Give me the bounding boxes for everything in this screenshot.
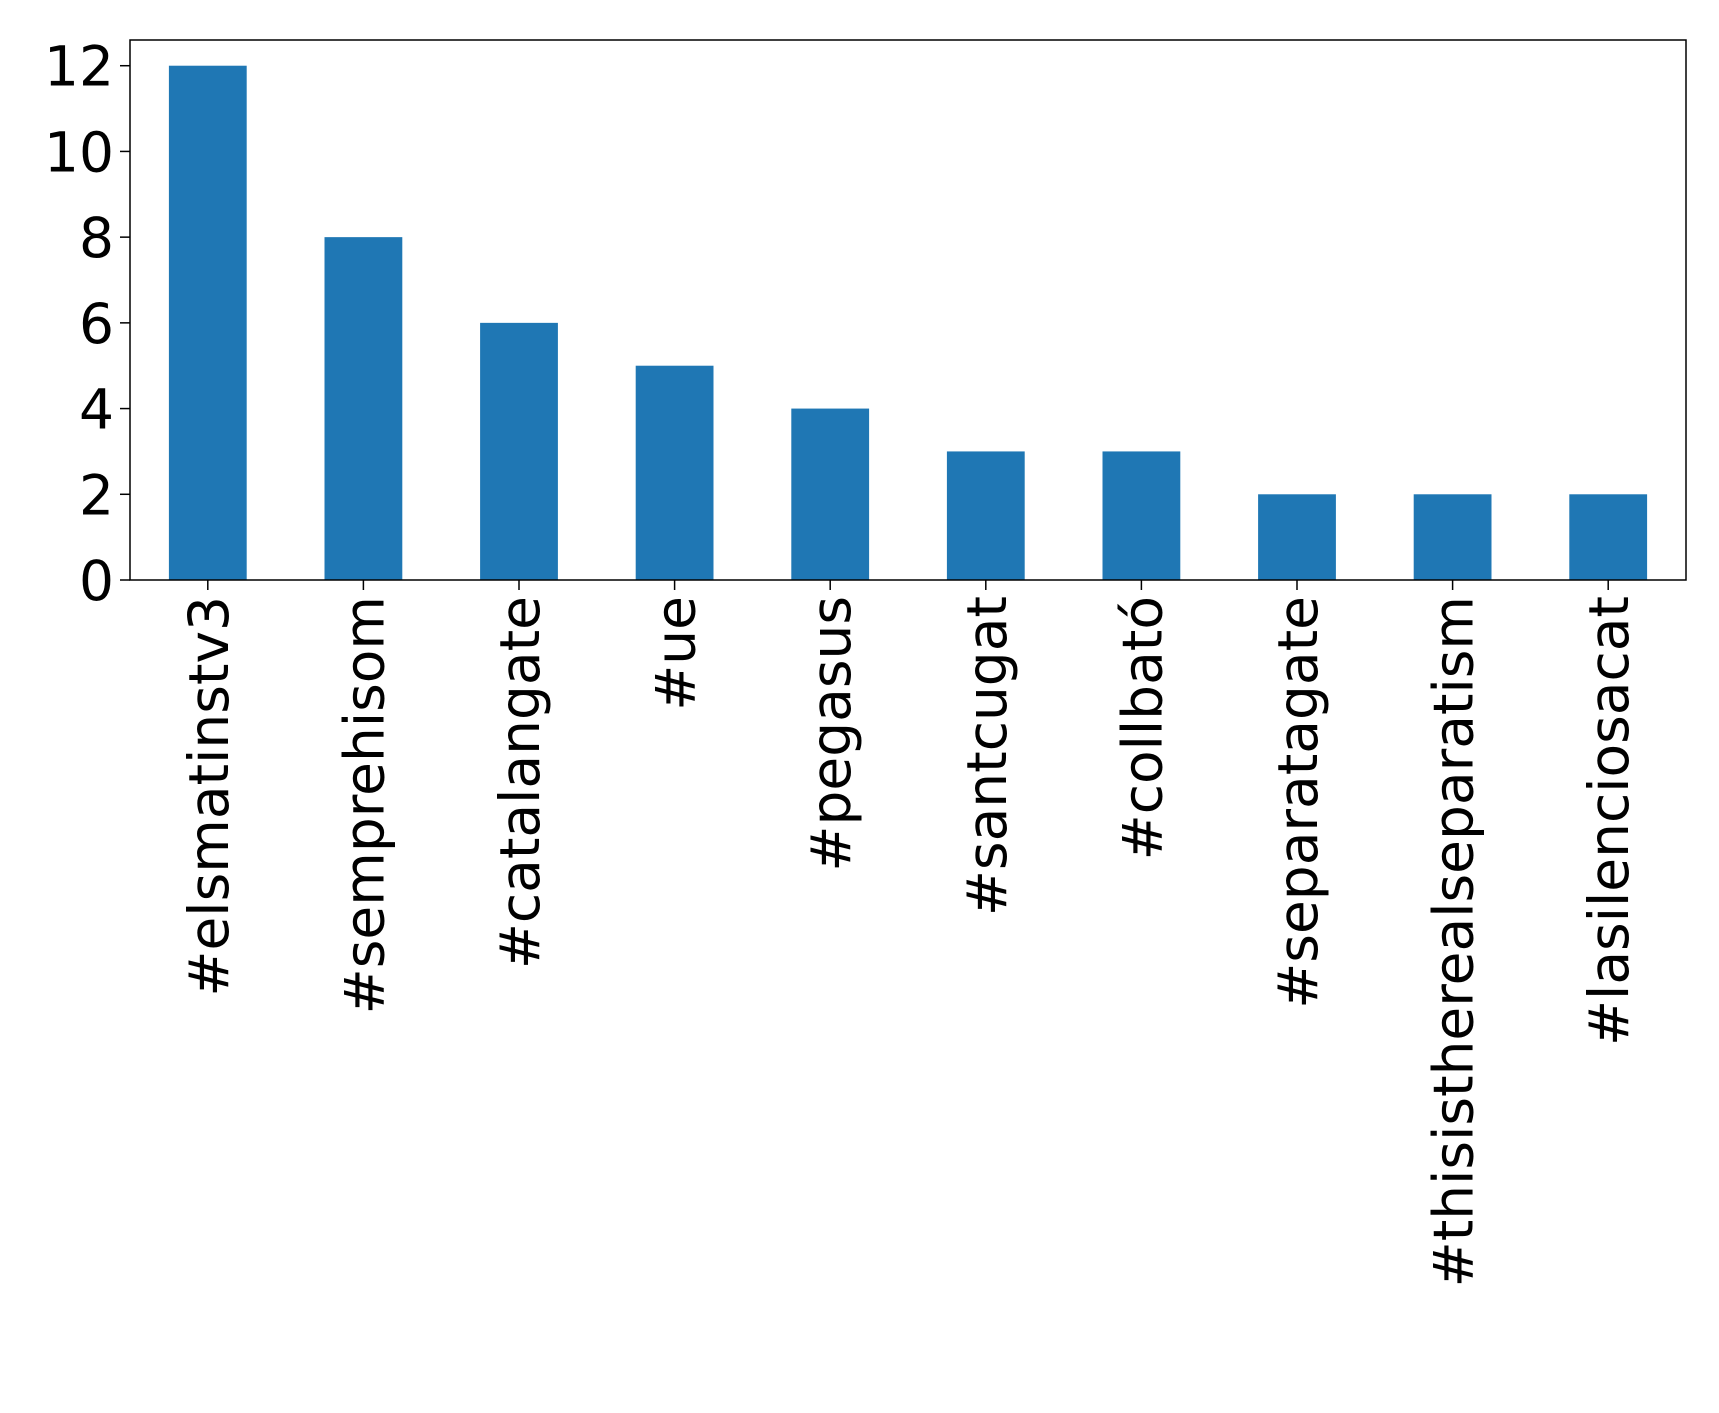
bar bbox=[791, 408, 870, 580]
x-tick-label: #elsmatinstv3 bbox=[177, 596, 241, 997]
x-tick-label: #thisistherealseparatism bbox=[1422, 596, 1486, 1287]
y-tick-label: 8 bbox=[79, 206, 114, 270]
y-tick-label: 2 bbox=[79, 463, 114, 527]
bar bbox=[635, 365, 714, 580]
x-tick-label: #catalangate bbox=[488, 596, 552, 969]
bar bbox=[1258, 494, 1336, 580]
bar bbox=[324, 237, 403, 580]
bar bbox=[946, 451, 1025, 580]
x-tick-label: #ue bbox=[644, 596, 708, 711]
x-tick-label: #pegasus bbox=[799, 596, 863, 872]
y-tick-label: 4 bbox=[79, 378, 114, 442]
bar bbox=[480, 322, 558, 580]
y-tick-label: 12 bbox=[44, 35, 114, 99]
y-tick-label: 0 bbox=[79, 549, 114, 613]
x-tick-label: #collbató bbox=[1110, 596, 1174, 860]
x-tick-label: #santcugat bbox=[955, 596, 1019, 916]
y-tick-label: 10 bbox=[44, 120, 114, 184]
y-tick-label: 6 bbox=[79, 292, 114, 356]
x-tick-label: #semprehisom bbox=[332, 596, 396, 1014]
bar bbox=[1102, 451, 1181, 580]
x-tick-label: #lasilenciosacat bbox=[1577, 596, 1641, 1046]
bar bbox=[1569, 494, 1648, 580]
bar bbox=[168, 65, 247, 580]
x-tick-label: #separatagate bbox=[1266, 596, 1330, 1009]
bar bbox=[1413, 494, 1492, 580]
plot-frame bbox=[129, 39, 1687, 581]
